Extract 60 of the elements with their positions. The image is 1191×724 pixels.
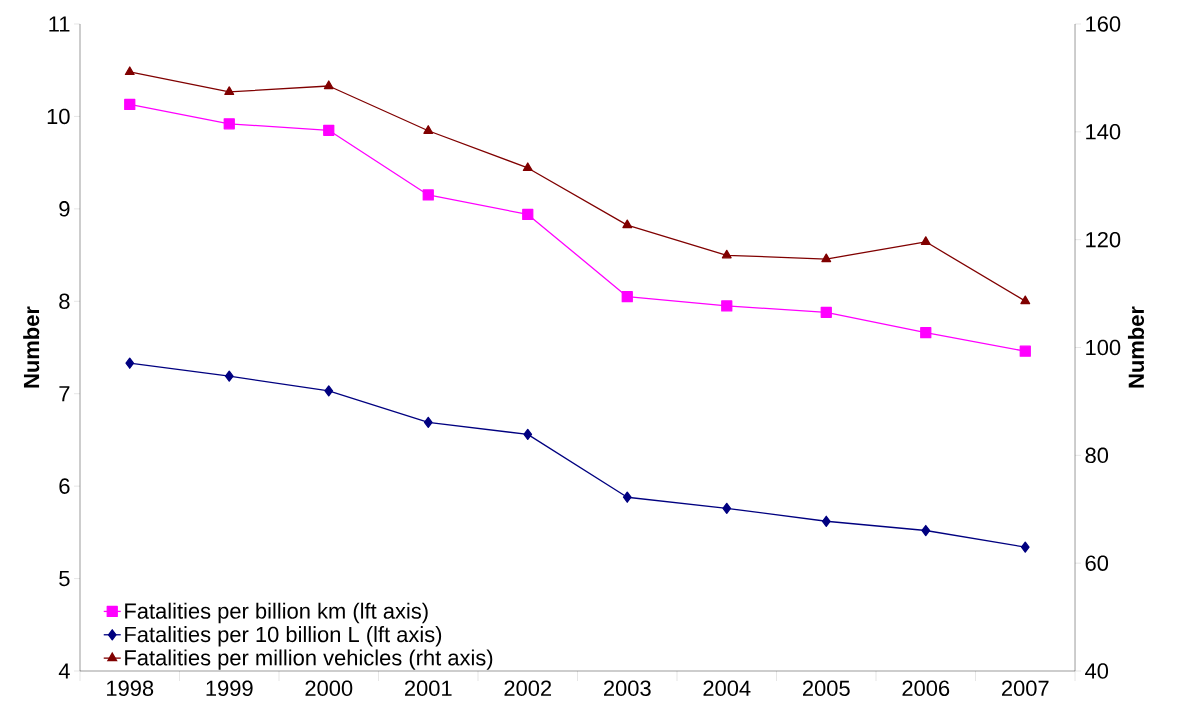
point [622, 219, 633, 229]
y2-tick-label: 40 [1085, 663, 1109, 679]
x-tick-label: 2001 [404, 680, 452, 697]
point [820, 306, 832, 319]
point [224, 86, 235, 96]
y-tick-label: 9 [59, 201, 70, 217]
point [821, 515, 831, 527]
x-tick-label: 2005 [802, 680, 850, 697]
y-tick-label: 11 [49, 16, 70, 32]
point [921, 524, 931, 537]
x-tick-label: 2003 [603, 680, 651, 697]
point [522, 208, 534, 221]
point [323, 124, 335, 136]
x-tick-label: 2002 [504, 680, 552, 697]
point [821, 253, 832, 263]
point [722, 502, 732, 514]
point [224, 370, 234, 382]
y-tick-label: 7 [59, 386, 70, 402]
y2-tick-label: 100 [1086, 339, 1121, 356]
y-tick-label: 5 [59, 570, 70, 587]
y2-tick-label: 120 [1086, 231, 1121, 248]
point [522, 162, 533, 172]
x-tick-label: 2007 [1002, 680, 1049, 697]
y2-axis-title: Number [1127, 306, 1145, 388]
y2-tick-label: 140 [1086, 124, 1121, 140]
point [1019, 345, 1031, 357]
point [124, 98, 136, 111]
y2-tick-label: 60 [1085, 555, 1109, 571]
legend-label: Fatalities per billion km (lft axis) [125, 602, 428, 624]
y2-tick-label: 80 [1085, 447, 1109, 464]
point [423, 125, 434, 134]
point [324, 385, 334, 397]
point [920, 236, 931, 245]
point [422, 189, 434, 201]
point [721, 300, 733, 312]
point [423, 416, 433, 428]
x-tick-label: 1999 [206, 680, 253, 697]
point [323, 80, 334, 90]
point [721, 249, 732, 259]
x-tick-label: 1998 [107, 680, 154, 697]
x-tick-label: 2000 [305, 680, 353, 697]
x-tick-label: 2006 [902, 680, 950, 697]
point [621, 291, 633, 303]
x-tick-label: 2004 [703, 680, 751, 697]
legend-label: Fatalities per 10 billion L (lft axis) [125, 626, 442, 647]
point [523, 428, 533, 441]
point [125, 357, 135, 369]
point [1020, 295, 1031, 305]
point [920, 327, 932, 339]
y2-tick-label: 160 [1086, 16, 1121, 32]
y-tick-label: 4 [58, 663, 70, 679]
point [622, 491, 632, 503]
y-tick-label: 8 [59, 293, 70, 310]
point [223, 118, 235, 130]
legend-label: Fatalities per million vehicles (rht axis) [125, 649, 493, 670]
y-tick-label: 6 [59, 478, 70, 494]
point [1020, 541, 1030, 553]
y-tick-label: 10 [47, 108, 70, 125]
y-axis-title: Number [23, 306, 40, 388]
point [124, 66, 135, 76]
